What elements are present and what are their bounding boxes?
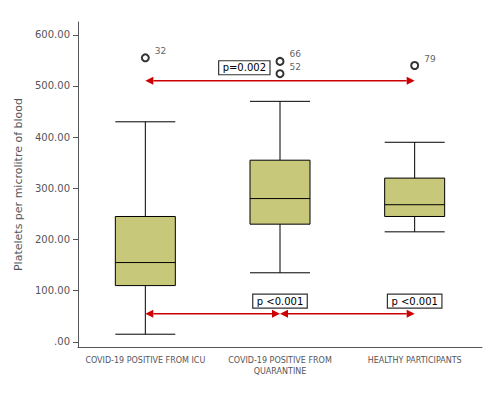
svg-text:500.00: 500.00 (35, 80, 70, 91)
svg-text:COVID-19 POSITIVE FROM ICU: COVID-19 POSITIVE FROM ICU (85, 356, 205, 365)
svg-text:p=0.002: p=0.002 (223, 62, 266, 73)
svg-text:400.00: 400.00 (35, 132, 70, 143)
svg-text:p <0.001: p <0.001 (391, 296, 438, 307)
svg-text:32: 32 (155, 46, 166, 56)
svg-text:Platelets per microlitre of bl: Platelets per microlitre of blood (12, 98, 25, 271)
svg-text:HEALTHY PARTICIPANTS: HEALTHY PARTICIPANTS (368, 356, 462, 365)
svg-text:200.00: 200.00 (35, 234, 70, 245)
svg-text:p <0.001: p <0.001 (257, 296, 304, 307)
svg-text:.00: .00 (54, 336, 70, 347)
svg-text:66: 66 (290, 49, 302, 59)
svg-text:52: 52 (290, 62, 301, 72)
svg-text:300.00: 300.00 (35, 183, 70, 194)
svg-text:QUARANTINE: QUARANTINE (254, 367, 307, 376)
svg-text:COVID-19 POSITIVE FROM: COVID-19 POSITIVE FROM (228, 356, 332, 365)
svg-text:100.00: 100.00 (35, 285, 70, 296)
svg-text:600.00: 600.00 (35, 29, 70, 40)
svg-text:79: 79 (424, 54, 436, 64)
